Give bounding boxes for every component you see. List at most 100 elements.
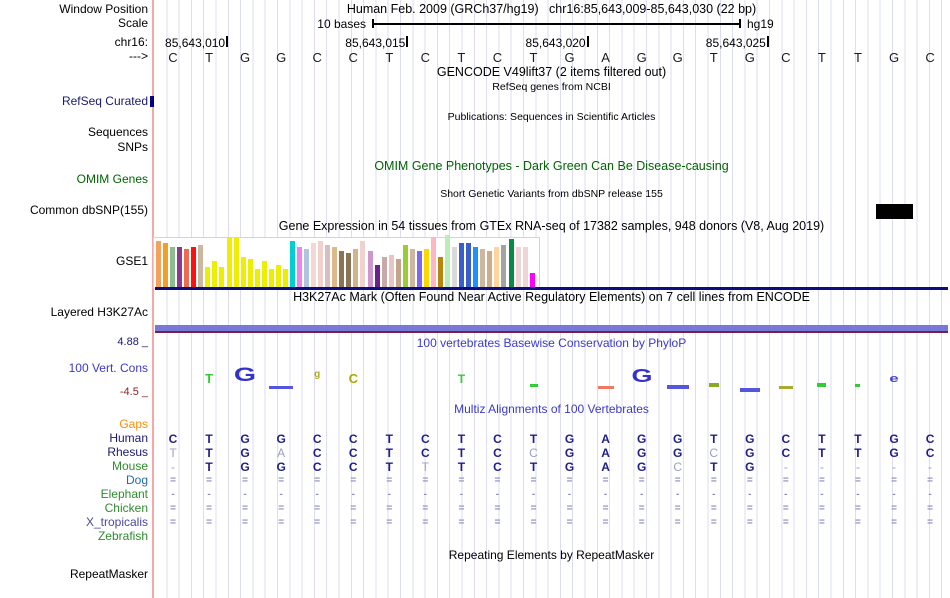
- gtex-tissue-bar[interactable]: [177, 247, 183, 287]
- gtex-tissue-bar[interactable]: [163, 243, 169, 287]
- gtex-tissue-bar[interactable]: [466, 243, 472, 287]
- sequence-base: C: [420, 50, 431, 65]
- cons-min-label: -4.5 _: [119, 386, 148, 398]
- gtex-tissue-bar[interactable]: [381, 257, 387, 287]
- gtex-tissue-bar[interactable]: [240, 257, 246, 287]
- h3k27ac-signal-bar[interactable]: [155, 325, 948, 333]
- vert-cons-label[interactable]: 100 Vert. Cons: [68, 361, 148, 375]
- gtex-tissue-bar[interactable]: [212, 261, 218, 287]
- gtex-tissue-bar[interactable]: [170, 247, 176, 287]
- gtex-tissue-bar[interactable]: [325, 245, 331, 287]
- snp-variant-box[interactable]: [876, 204, 913, 219]
- alignment-gap-symbol: =: [458, 517, 465, 528]
- gtex-tissue-bar[interactable]: [233, 237, 239, 287]
- gtex-tissue-bar[interactable]: [205, 267, 211, 287]
- phylop-logo-dash: [778, 386, 793, 389]
- gtex-tissue-bar[interactable]: [304, 249, 310, 287]
- sequence-base: G: [564, 50, 575, 65]
- species-label-rhesus[interactable]: Rhesus: [107, 445, 148, 459]
- phylop-track-title[interactable]: 100 vertebrates Basewise Conservation by…: [416, 336, 687, 350]
- gtex-tissue-bar[interactable]: [522, 247, 528, 287]
- species-label-elephant[interactable]: Elephant: [100, 487, 148, 501]
- gtex-tissue-bar[interactable]: [311, 243, 317, 287]
- omim-genes-label[interactable]: OMIM Genes: [76, 172, 148, 186]
- refseq-track-title[interactable]: RefSeq genes from NCBI: [492, 81, 611, 93]
- alignment-gap-symbol: =: [494, 517, 501, 528]
- gtex-tissue-bar[interactable]: [445, 235, 451, 287]
- alignment-gap-symbol: =: [494, 503, 501, 514]
- alignment-base: C: [925, 446, 935, 460]
- species-label-mouse[interactable]: Mouse: [111, 459, 148, 473]
- gtex-tissue-bar[interactable]: [353, 249, 359, 287]
- gtex-tissue-bar[interactable]: [289, 241, 295, 287]
- species-label-dog[interactable]: Dog: [125, 473, 148, 487]
- gtex-tissue-bar[interactable]: [459, 243, 465, 287]
- gtex-tissue-bar[interactable]: [247, 259, 253, 287]
- gtex-tissue-bar[interactable]: [452, 247, 458, 287]
- gtex-tissue-bar[interactable]: [367, 251, 373, 287]
- alignment-base: T: [710, 432, 718, 446]
- alignment-base: C: [421, 432, 430, 446]
- alignment-base: A: [277, 446, 286, 460]
- gtex-track-title[interactable]: Gene Expression in 54 tissues from GTEx …: [278, 219, 825, 233]
- species-label-gaps[interactable]: Gaps: [119, 417, 148, 431]
- gtex-tissue-bar[interactable]: [156, 241, 161, 287]
- common-dbsnp-label[interactable]: Common dbSNP(155): [29, 203, 148, 217]
- gtex-tissue-bar[interactable]: [409, 249, 415, 287]
- gtex-tissue-bar[interactable]: [339, 251, 345, 287]
- gtex-tissue-bar[interactable]: [226, 237, 232, 287]
- gtex-tissue-bar[interactable]: [529, 273, 535, 287]
- gtex-tissue-bar[interactable]: [423, 249, 429, 287]
- repeatmasker-label[interactable]: RepeatMasker: [69, 567, 148, 581]
- gtex-tissue-bar[interactable]: [346, 253, 352, 287]
- gtex-tissue-bar[interactable]: [191, 247, 197, 287]
- species-label-x_tropicalis[interactable]: X_tropicalis: [85, 515, 148, 529]
- dbsnp-track-title[interactable]: Short Genetic Variants from dbSNP releas…: [440, 188, 663, 200]
- gtex-tissue-bar[interactable]: [430, 237, 436, 287]
- gtex-tissue-bar[interactable]: [473, 247, 479, 287]
- species-label-chicken[interactable]: Chicken: [104, 501, 148, 515]
- gtex-tissue-bar[interactable]: [261, 261, 267, 287]
- omim-track-title[interactable]: OMIM Gene Phenotypes - Dark Green Can Be…: [374, 159, 729, 173]
- gtex-tissue-bar[interactable]: [268, 269, 274, 287]
- gtex-tissue-bar[interactable]: [282, 269, 288, 287]
- sequences-label[interactable]: Sequences: [87, 125, 148, 139]
- gtex-tissue-bar[interactable]: [395, 259, 401, 287]
- window-position-label: Window Position: [59, 2, 148, 16]
- gtex-tissue-bar[interactable]: [515, 247, 521, 287]
- gtex-tissue-bar[interactable]: [219, 267, 225, 287]
- refseq-item-clipped[interactable]: [150, 96, 154, 107]
- gencode-track-title[interactable]: GENCODE V49lift37 (2 items filtered out): [436, 65, 667, 79]
- gtex-tissue-bar[interactable]: [438, 257, 443, 287]
- h3k27ac-track-title[interactable]: H3K27Ac Mark (Often Found Near Active Re…: [293, 290, 810, 304]
- gtex-tissue-bar[interactable]: [487, 251, 493, 287]
- multiz-track-title[interactable]: Multiz Alignments of 100 Vertebrates: [454, 402, 649, 416]
- gtex-tissue-bar[interactable]: [494, 247, 500, 287]
- alignment-base: T: [854, 432, 862, 446]
- gtex-tissue-bar[interactable]: [184, 249, 190, 287]
- snps-label[interactable]: SNPs: [117, 140, 148, 154]
- ruler-tick-mark: [406, 36, 409, 47]
- gtex-tissue-bar[interactable]: [508, 239, 514, 287]
- gtex-tissue-bar[interactable]: [501, 245, 507, 287]
- gtex-tissue-bar[interactable]: [198, 245, 204, 287]
- gtex-tissue-bar[interactable]: [374, 265, 380, 287]
- gtex-tissue-bar[interactable]: [254, 269, 260, 287]
- species-label-human[interactable]: Human: [109, 431, 148, 445]
- gtex-tissue-bar[interactable]: [480, 249, 486, 287]
- publications-track-title[interactable]: Publications: Sequences in Scientific Ar…: [447, 111, 656, 123]
- gtex-tissue-bar[interactable]: [318, 241, 324, 287]
- gtex-tissue-bar[interactable]: [360, 241, 366, 287]
- gse1-label[interactable]: GSE1: [115, 254, 148, 268]
- gtex-tissue-bar[interactable]: [297, 247, 302, 287]
- repeatmasker-track-title[interactable]: Repeating Elements by RepeatMasker: [448, 548, 655, 562]
- alignment-gap-symbol: =: [386, 517, 393, 528]
- refseq-curated-label[interactable]: RefSeq Curated: [61, 94, 148, 108]
- gtex-tissue-bar[interactable]: [275, 265, 281, 287]
- species-label-zebrafish[interactable]: Zebrafish: [97, 529, 148, 543]
- layered-h3k27ac-label[interactable]: Layered H3K27Ac: [50, 305, 148, 319]
- gtex-tissue-bar[interactable]: [416, 251, 422, 287]
- gtex-tissue-bar[interactable]: [332, 247, 338, 287]
- gtex-tissue-bar[interactable]: [388, 255, 394, 287]
- gtex-tissue-bar[interactable]: [402, 245, 408, 287]
